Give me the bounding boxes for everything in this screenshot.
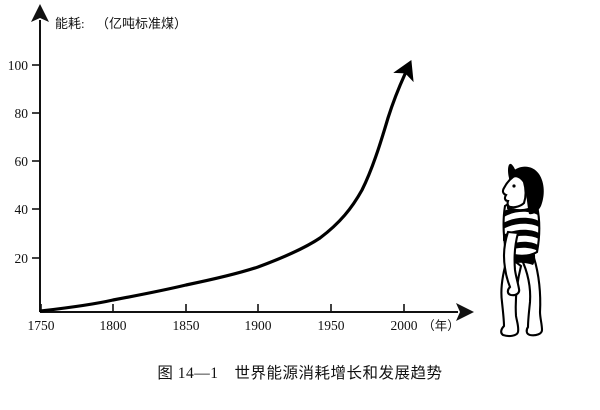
y-tick-label-60: 60 xyxy=(15,154,29,169)
x-tick-label-1950: 1950 xyxy=(318,318,345,333)
y-tick-label-40: 40 xyxy=(15,202,29,217)
x-tick-label-2000: 2000 xyxy=(391,318,418,333)
y-tick-label-80: 80 xyxy=(15,106,29,121)
person-arm xyxy=(502,230,521,297)
x-tick-label-1850: 1850 xyxy=(173,318,200,333)
person-eye xyxy=(512,184,516,188)
y-axis-ticks xyxy=(32,64,40,259)
x-tick-label-1750: 1750 xyxy=(28,318,55,333)
y-axis-unit-label: （亿吨标准煤） xyxy=(96,16,187,31)
y-tick-label-100: 100 xyxy=(8,58,29,73)
energy-consumption-curve xyxy=(39,60,414,313)
figure-caption: 图 14—1 世界能源消耗增长和发展趋势 xyxy=(157,364,442,382)
person-face xyxy=(501,175,527,209)
x-axis-ticks xyxy=(40,304,405,312)
cartoon-person-illustration xyxy=(500,163,544,338)
y-axis-title: 能耗: xyxy=(55,16,85,31)
x-tick-label-1900: 1900 xyxy=(245,318,272,333)
x-axis-unit-label: （年） xyxy=(422,319,460,333)
person-front-leg xyxy=(519,256,544,337)
x-tick-label-1800: 1800 xyxy=(100,318,127,333)
y-tick-label-20: 20 xyxy=(15,251,29,266)
